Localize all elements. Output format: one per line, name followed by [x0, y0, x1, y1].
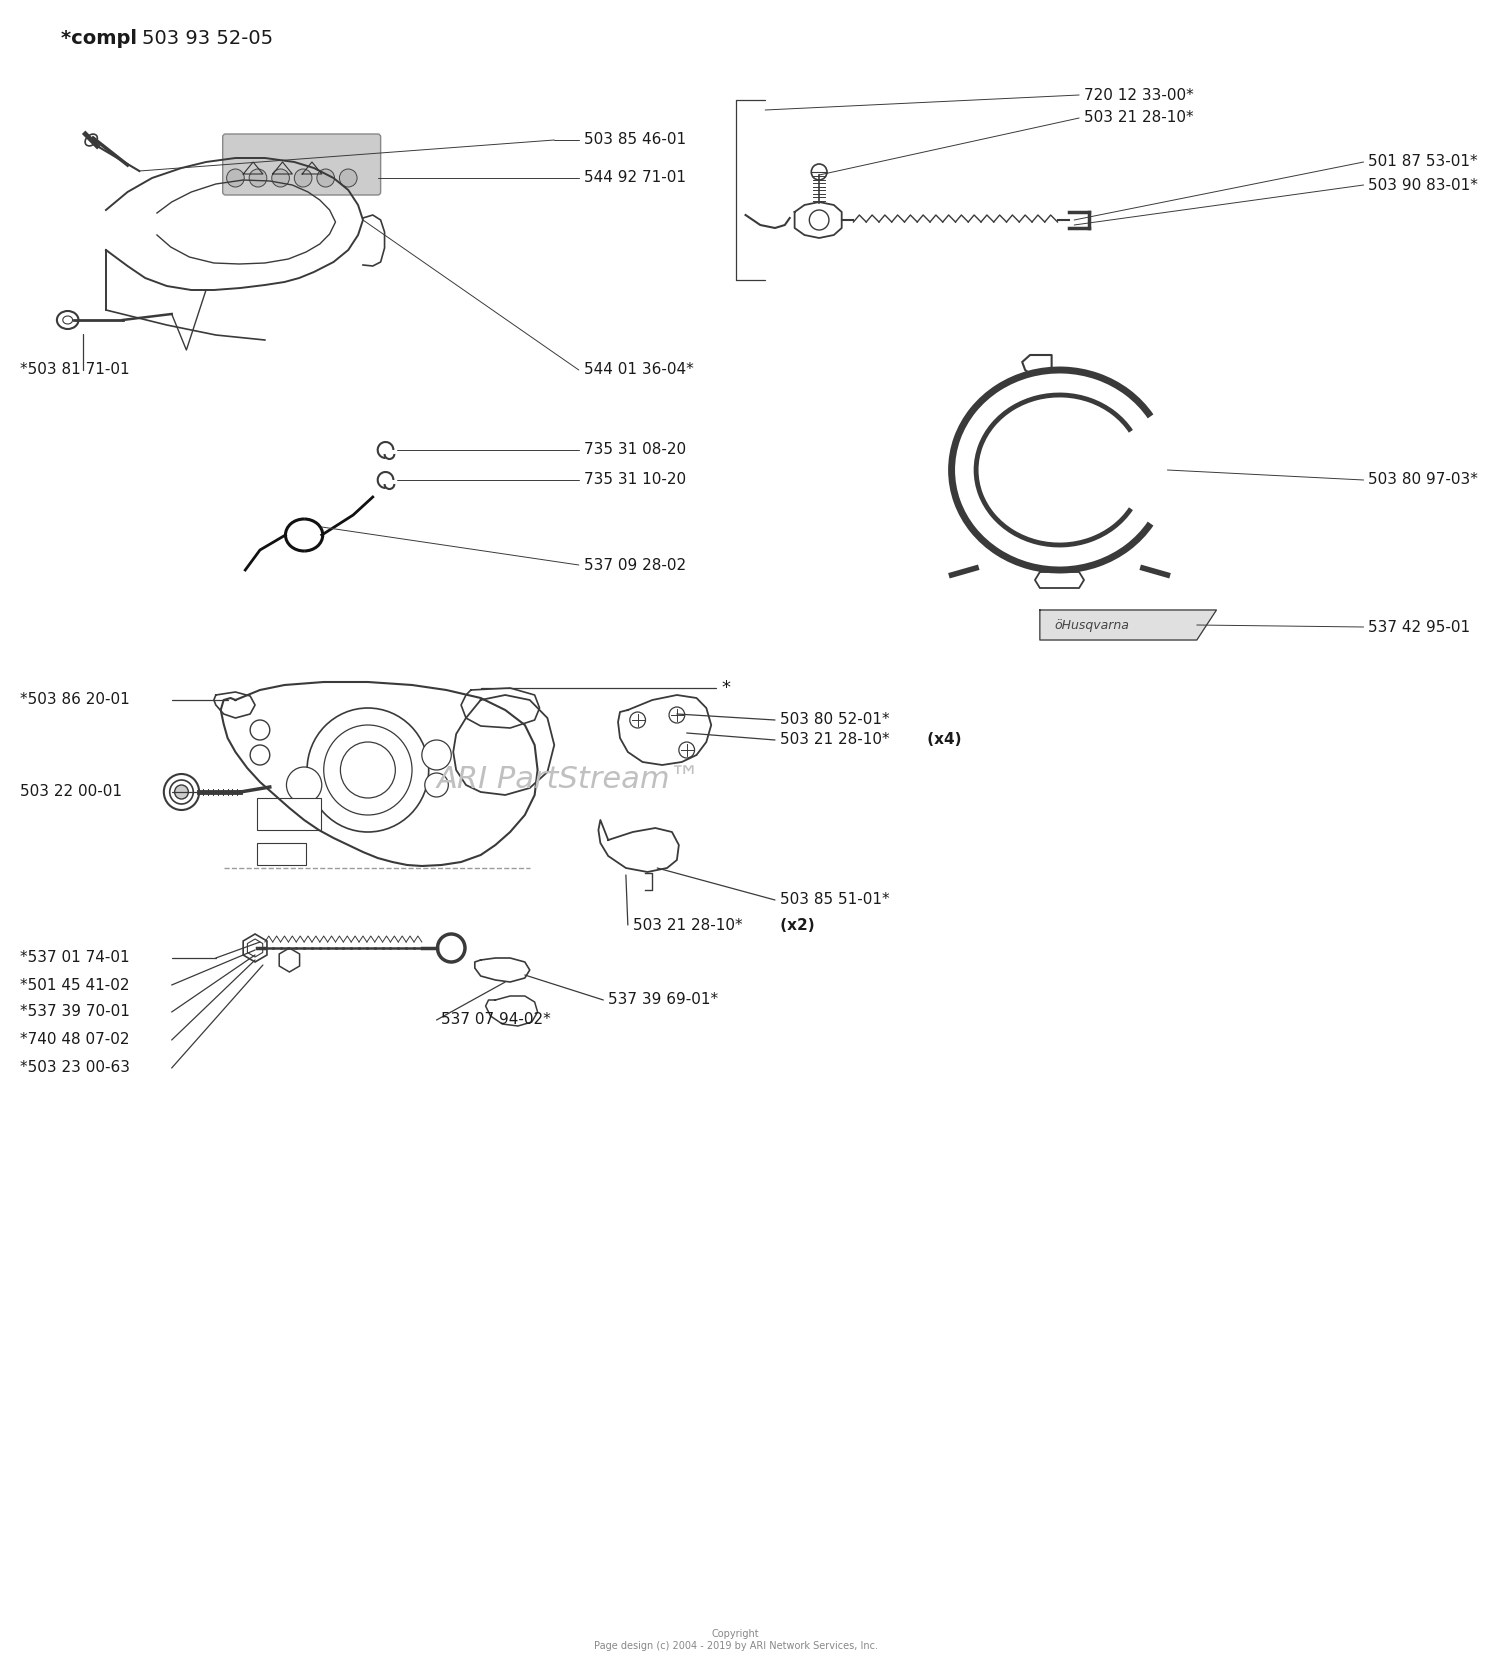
Text: (x2): (x2): [776, 918, 814, 933]
Circle shape: [174, 785, 189, 799]
Text: 537 39 69-01*: 537 39 69-01*: [608, 992, 718, 1007]
Text: 503 85 46-01: 503 85 46-01: [584, 133, 686, 148]
Text: 503 80 97-03*: 503 80 97-03*: [1368, 473, 1479, 488]
Circle shape: [249, 169, 267, 186]
Circle shape: [251, 745, 270, 765]
Text: *503 23 00-63: *503 23 00-63: [20, 1060, 129, 1076]
Text: 501 87 53-01*: 501 87 53-01*: [1368, 154, 1478, 169]
Text: 735 31 10-20: 735 31 10-20: [584, 473, 686, 488]
Circle shape: [422, 740, 452, 770]
Text: *503 81 71-01: *503 81 71-01: [20, 362, 129, 378]
Text: 503 93 52-05: 503 93 52-05: [142, 29, 273, 47]
Text: 735 31 08-20: 735 31 08-20: [584, 443, 686, 458]
Text: *compl: *compl: [62, 29, 144, 47]
Text: *740 48 07-02: *740 48 07-02: [20, 1032, 129, 1047]
Bar: [256, 799, 321, 831]
Text: *503 86 20-01: *503 86 20-01: [20, 693, 129, 708]
Circle shape: [438, 935, 465, 961]
FancyBboxPatch shape: [222, 134, 381, 195]
Ellipse shape: [63, 315, 72, 324]
Text: *537 39 70-01: *537 39 70-01: [20, 1005, 129, 1020]
Circle shape: [316, 169, 334, 186]
Polygon shape: [1040, 611, 1217, 639]
Text: öHusqvarna: öHusqvarna: [1054, 619, 1130, 631]
Ellipse shape: [57, 310, 78, 329]
Circle shape: [251, 720, 270, 740]
Circle shape: [272, 169, 290, 186]
Text: 720 12 33-00*: 720 12 33-00*: [1084, 87, 1194, 102]
Text: *: *: [722, 680, 730, 696]
Text: 503 90 83-01*: 503 90 83-01*: [1368, 178, 1479, 193]
Circle shape: [812, 164, 826, 180]
Circle shape: [226, 169, 244, 186]
Text: 544 92 71-01: 544 92 71-01: [584, 171, 686, 186]
Circle shape: [170, 780, 194, 804]
Circle shape: [292, 804, 316, 827]
Text: 503 80 52-01*: 503 80 52-01*: [780, 713, 889, 728]
Circle shape: [339, 169, 357, 186]
Text: 503 21 28-10*: 503 21 28-10*: [633, 918, 742, 933]
Circle shape: [340, 742, 396, 799]
Text: 503 21 28-10*: 503 21 28-10*: [780, 733, 889, 747]
Ellipse shape: [86, 134, 98, 146]
Text: 537 07 94-02*: 537 07 94-02*: [441, 1012, 550, 1027]
Circle shape: [424, 774, 448, 797]
Text: 537 42 95-01: 537 42 95-01: [1368, 619, 1470, 634]
Text: ARI PartStream™: ARI PartStream™: [436, 765, 700, 794]
Text: 503 21 28-10*: 503 21 28-10*: [1084, 111, 1194, 126]
Text: *537 01 74-01: *537 01 74-01: [20, 950, 129, 965]
Text: *501 45 41-02: *501 45 41-02: [20, 978, 129, 992]
Text: 537 09 28-02: 537 09 28-02: [584, 557, 686, 572]
Circle shape: [164, 774, 200, 810]
Text: 544 01 36-04*: 544 01 36-04*: [584, 362, 693, 378]
Circle shape: [680, 742, 694, 758]
Circle shape: [669, 706, 684, 723]
Text: (x4): (x4): [922, 733, 962, 747]
Circle shape: [810, 210, 830, 230]
Circle shape: [630, 711, 645, 728]
Circle shape: [324, 725, 413, 816]
Circle shape: [308, 708, 429, 832]
Bar: [256, 842, 306, 864]
Text: 503 85 51-01*: 503 85 51-01*: [780, 893, 889, 908]
Text: 503 22 00-01: 503 22 00-01: [20, 785, 122, 799]
Circle shape: [286, 767, 322, 804]
Circle shape: [294, 169, 312, 186]
Text: Copyright
Page design (c) 2004 - 2019 by ARI Network Services, Inc.: Copyright Page design (c) 2004 - 2019 by…: [594, 1629, 878, 1651]
